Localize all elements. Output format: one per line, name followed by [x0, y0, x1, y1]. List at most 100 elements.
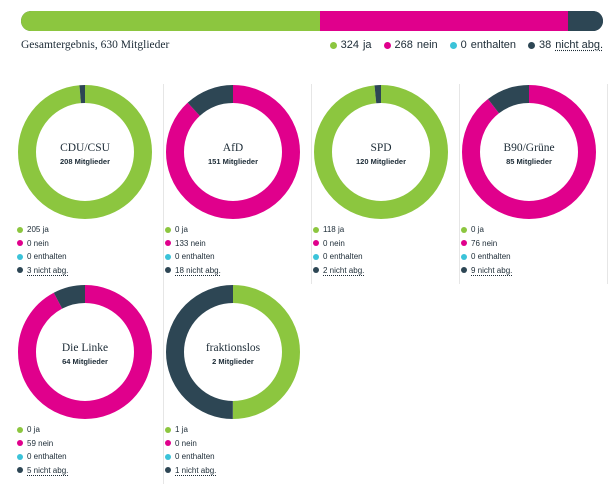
legend-nicht-abg-text[interactable]: 2 nicht abg.	[323, 265, 365, 275]
summary-nein-label: nein	[416, 39, 438, 51]
summary-legend-enthalten: 0 enthalten	[449, 39, 517, 51]
summary-legend: 324 ja 268 nein 0 enthalten 38 nicht abg…	[329, 39, 603, 51]
legend-row-nein: 0 nein	[165, 437, 216, 451]
party-card-fraktionslos: fraktionslos 2 Mitglieder 1 ja 0 nein 0 …	[165, 284, 312, 484]
legend-nicht-abg-text[interactable]: 9 nicht abg.	[471, 265, 513, 275]
party-members: 151 Mitglieder	[207, 157, 259, 166]
legend-nein-text: 133 nein	[175, 238, 206, 248]
legend-row-nein: 133 nein	[165, 237, 221, 251]
legend-nicht-abg-text[interactable]: 3 nicht abg.	[27, 265, 69, 275]
ja-dot-icon	[17, 426, 23, 433]
legend-row-nicht-abg[interactable]: 3 nicht abg.	[17, 264, 68, 278]
legend-row-nicht-abg[interactable]: 1 nicht abg.	[165, 464, 216, 478]
summary-legend-nein: 268 nein	[383, 39, 438, 51]
party-legend: 0 ja 133 nein 0 enthalten 18 nicht abg.	[165, 223, 221, 277]
party-card-die-linke: Die Linke 64 Mitglieder 0 ja 59 nein 0 e…	[17, 284, 164, 484]
legend-ja-text: 0 ja	[175, 225, 188, 235]
donut-slice-nicht-abg	[462, 85, 596, 219]
donut-slice-nicht-abg	[166, 85, 300, 219]
legend-row-nein: 0 nein	[17, 237, 68, 251]
legend-row-ja: 0 ja	[461, 223, 512, 237]
legend-nicht-abg-text[interactable]: 1 nicht abg.	[175, 465, 217, 475]
ja-dot-icon	[165, 426, 171, 433]
summary-enthalten-count: 0	[460, 39, 467, 51]
nicht-abg-dot-icon	[461, 267, 467, 274]
party-name: SPD	[370, 142, 392, 154]
ja-dot-icon	[461, 226, 467, 233]
donut-chart	[462, 85, 596, 219]
legend-row-enthalten: 0 enthalten	[461, 250, 512, 264]
enthalten-dot-icon	[449, 41, 457, 49]
legend-nein-text: 59 nein	[27, 438, 54, 448]
legend-row-nicht-abg[interactable]: 18 nicht abg.	[165, 264, 221, 278]
donut-slice-nicht-abg	[18, 285, 152, 419]
party-card-spd: SPD 120 Mitglieder 118 ja 0 nein 0 entha…	[313, 84, 460, 284]
nein-dot-icon	[313, 240, 319, 247]
summary-enthalten-label: enthalten	[470, 39, 517, 51]
party-legend: 0 ja 76 nein 0 enthalten 9 nicht abg.	[461, 223, 512, 277]
legend-row-nicht-abg[interactable]: 5 nicht abg.	[17, 464, 68, 478]
party-name: CDU/CSU	[60, 142, 110, 154]
nein-dot-icon	[383, 41, 391, 49]
legend-ja-text: 118 ja	[323, 225, 345, 235]
legend-row-nicht-abg[interactable]: 9 nicht abg.	[461, 264, 512, 278]
donut-slice-nicht-abg	[314, 85, 448, 219]
legend-row-ja: 205 ja	[17, 223, 68, 237]
nicht-abg-dot-icon	[17, 467, 23, 474]
legend-row-nicht-abg[interactable]: 2 nicht abg.	[313, 264, 364, 278]
legend-ja-text: 1 ja	[175, 425, 188, 435]
total-bar-segment-nicht-abg	[567, 11, 603, 31]
legend-row-nein: 59 nein	[17, 437, 68, 451]
legend-row-enthalten: 0 enthalten	[17, 450, 68, 464]
legend-nicht-abg-text[interactable]: 5 nicht abg.	[27, 465, 69, 475]
enthalten-dot-icon	[17, 453, 23, 460]
legend-enthalten-text: 0 enthalten	[175, 252, 215, 262]
summary-nicht-abg-label[interactable]: nicht abg.	[555, 39, 603, 51]
party-legend: 118 ja 0 nein 0 enthalten 2 nicht abg.	[313, 223, 364, 277]
legend-nicht-abg-text[interactable]: 18 nicht abg.	[175, 265, 221, 275]
legend-nein-text: 0 nein	[175, 438, 197, 448]
nicht-abg-dot-icon	[165, 467, 171, 474]
legend-enthalten-text: 0 enthalten	[27, 252, 67, 262]
summary-legend-nicht-abg[interactable]: 38 nicht abg.	[528, 39, 603, 51]
legend-nein-text: 76 nein	[471, 238, 498, 248]
nicht-abg-dot-icon	[313, 267, 319, 274]
donut-chart	[166, 285, 300, 419]
donut-slice-nicht-abg	[166, 285, 300, 419]
legend-enthalten-text: 0 enthalten	[175, 452, 215, 462]
legend-row-ja: 1 ja	[165, 423, 216, 437]
party-legend: 205 ja 0 nein 0 enthalten 3 nicht abg.	[17, 223, 68, 277]
donut-chart	[18, 285, 152, 419]
legend-enthalten-text: 0 enthalten	[323, 252, 363, 262]
nein-dot-icon	[461, 240, 467, 247]
legend-ja-text: 205 ja	[27, 225, 49, 235]
enthalten-dot-icon	[17, 253, 23, 260]
nicht-abg-dot-icon	[528, 41, 536, 49]
party-name: AfD	[222, 142, 244, 154]
legend-row-nein: 0 nein	[313, 237, 364, 251]
nein-dot-icon	[165, 240, 171, 247]
nein-dot-icon	[165, 440, 171, 447]
donut-slice-nicht-abg	[18, 85, 152, 219]
legend-nein-text: 0 nein	[323, 238, 345, 248]
total-result-bar	[21, 11, 603, 31]
nicht-abg-dot-icon	[165, 267, 171, 274]
summary-legend-ja: 324 ja	[329, 39, 372, 51]
legend-row-ja: 0 ja	[17, 423, 68, 437]
total-bar-segment-ja	[21, 11, 321, 31]
enthalten-dot-icon	[461, 253, 467, 260]
legend-nein-text: 0 nein	[27, 238, 49, 248]
summary-ja-label: ja	[362, 39, 372, 51]
party-members: 64 Mitglieder	[62, 357, 108, 366]
legend-row-ja: 0 ja	[165, 223, 221, 237]
enthalten-dot-icon	[165, 253, 171, 260]
legend-row-ja: 118 ja	[313, 223, 364, 237]
party-members: 208 Mitglieder	[59, 157, 111, 166]
total-bar-segment-nein	[320, 11, 568, 31]
party-members: 85 Mitglieder	[506, 157, 552, 166]
nicht-abg-dot-icon	[17, 267, 23, 274]
enthalten-dot-icon	[165, 453, 171, 460]
legend-enthalten-text: 0 enthalten	[27, 452, 67, 462]
summary-ja-count: 324	[340, 39, 359, 51]
summary-nicht-abg-count: 38	[539, 39, 552, 51]
